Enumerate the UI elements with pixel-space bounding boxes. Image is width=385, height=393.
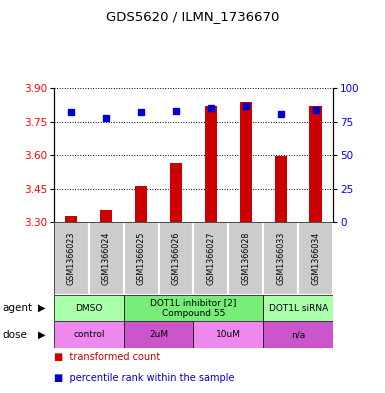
Text: n/a: n/a xyxy=(291,331,305,339)
Text: GSM1366028: GSM1366028 xyxy=(241,232,250,285)
Bar xyxy=(100,210,112,222)
Text: GSM1366033: GSM1366033 xyxy=(276,232,285,285)
Text: DOT1L siRNA: DOT1L siRNA xyxy=(268,304,328,312)
Text: 2uM: 2uM xyxy=(149,331,168,339)
Text: GSM1366025: GSM1366025 xyxy=(137,231,146,285)
Bar xyxy=(194,321,263,348)
Bar xyxy=(310,106,322,222)
Bar xyxy=(194,222,228,295)
Text: ■  percentile rank within the sample: ■ percentile rank within the sample xyxy=(54,373,234,382)
Text: DOT1L inhibitor [2]
Compound 55: DOT1L inhibitor [2] Compound 55 xyxy=(150,298,237,318)
Text: ■  transformed count: ■ transformed count xyxy=(54,352,160,362)
Bar xyxy=(263,222,298,295)
Bar xyxy=(124,321,194,348)
Text: GSM1366023: GSM1366023 xyxy=(67,232,76,285)
Bar xyxy=(54,295,124,321)
Bar xyxy=(263,295,333,321)
Text: GSM1366027: GSM1366027 xyxy=(206,231,216,285)
Text: ▶: ▶ xyxy=(38,330,45,340)
Bar xyxy=(54,222,89,295)
Bar xyxy=(124,222,159,295)
Bar xyxy=(298,222,333,295)
Bar xyxy=(135,186,147,222)
Text: GSM1366026: GSM1366026 xyxy=(171,232,181,285)
Bar xyxy=(170,163,182,222)
Bar xyxy=(263,321,333,348)
Text: ▶: ▶ xyxy=(38,303,45,313)
Text: DMSO: DMSO xyxy=(75,304,102,312)
Text: dose: dose xyxy=(2,330,27,340)
Text: GSM1366034: GSM1366034 xyxy=(311,232,320,285)
Bar xyxy=(205,106,217,222)
Bar xyxy=(124,295,263,321)
Text: 10uM: 10uM xyxy=(216,331,241,339)
Text: GDS5620 / ILMN_1736670: GDS5620 / ILMN_1736670 xyxy=(106,10,279,23)
Text: control: control xyxy=(73,331,105,339)
Text: GSM1366024: GSM1366024 xyxy=(102,232,111,285)
Text: agent: agent xyxy=(2,303,32,313)
Bar xyxy=(159,222,194,295)
Bar xyxy=(228,222,263,295)
Bar xyxy=(89,222,124,295)
Bar xyxy=(65,217,77,222)
Bar xyxy=(240,102,252,222)
Bar xyxy=(275,156,287,222)
Bar xyxy=(54,321,124,348)
